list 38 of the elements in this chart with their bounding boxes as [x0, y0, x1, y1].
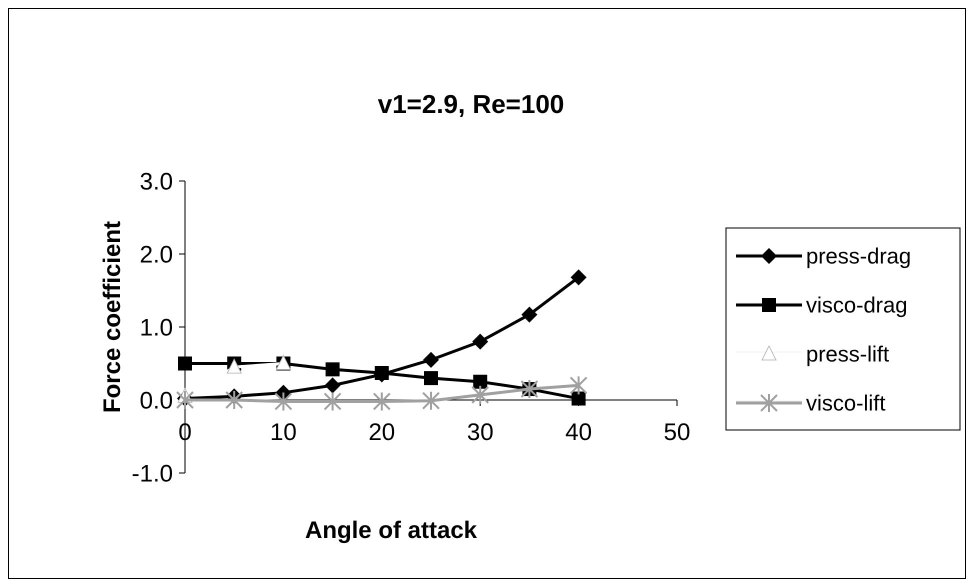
- legend-label: visco-lift: [806, 390, 886, 416]
- legend-label: visco-drag: [806, 292, 908, 318]
- point: [326, 362, 340, 376]
- x-tick-label: 40: [565, 419, 592, 446]
- point: [424, 371, 438, 386]
- point: [226, 358, 242, 374]
- point: [374, 366, 389, 380]
- x-tick-label: 20: [368, 419, 396, 446]
- point: [274, 391, 292, 412]
- y-tick-label: 1.0: [140, 314, 173, 342]
- legend-label: press-drag: [806, 244, 912, 269]
- y-axis-title: Force coefficient: [99, 220, 126, 414]
- y-tick-label: 0.0: [140, 387, 173, 414]
- point: [225, 390, 244, 410]
- point: [520, 379, 538, 400]
- x-tick-label: 30: [466, 419, 494, 446]
- legend-label: press-lift: [806, 342, 890, 367]
- point: [521, 306, 538, 323]
- point: [324, 391, 342, 412]
- chart-title: v1=2.9, Re=100: [378, 89, 564, 119]
- point: [473, 374, 488, 389]
- y-tick-label: 2.0: [140, 241, 173, 268]
- point: [372, 391, 391, 412]
- point: [572, 392, 586, 406]
- point: [472, 334, 488, 350]
- point: [423, 352, 439, 368]
- point: [178, 356, 192, 370]
- y-tick-label: 3.0: [140, 168, 173, 196]
- point: [324, 377, 341, 394]
- point: [471, 384, 490, 405]
- point: [570, 375, 588, 396]
- x-tick-label: 50: [664, 419, 690, 446]
- x-tick-label: 10: [270, 419, 297, 446]
- point: [570, 269, 587, 286]
- point: [422, 390, 440, 411]
- point: [176, 390, 194, 410]
- y-tick-label: -1.0: [132, 460, 173, 488]
- x-axis-title: Angle of attack: [304, 517, 478, 544]
